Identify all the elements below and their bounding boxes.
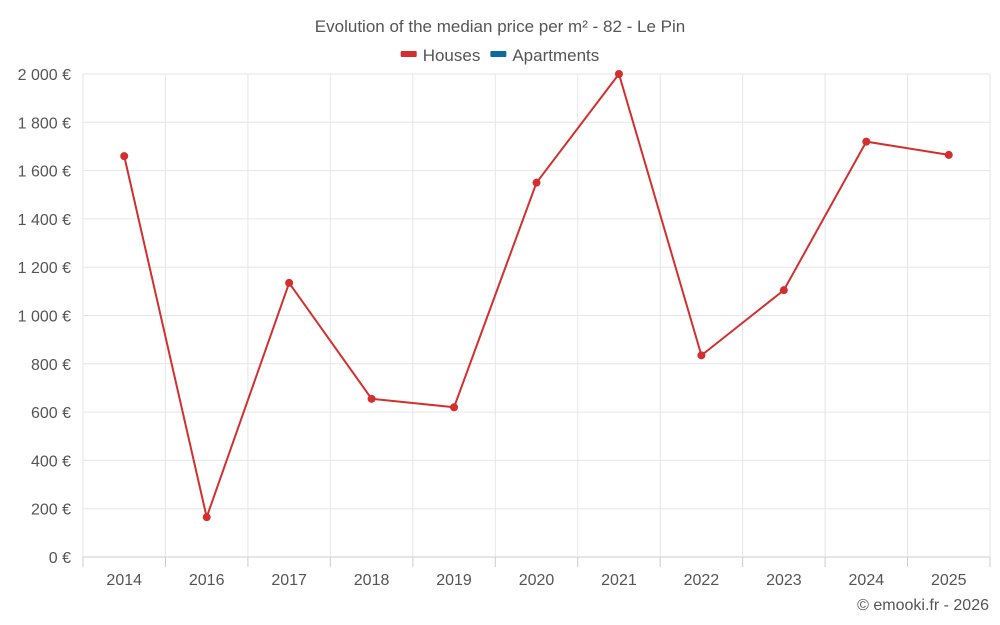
x-tick-label: 2019 <box>436 572 472 589</box>
legend-item-houses[interactable]: Houses <box>400 46 481 65</box>
data-point[interactable] <box>944 150 953 159</box>
x-tick-label: 2016 <box>189 572 225 589</box>
legend-swatch <box>490 51 507 57</box>
y-tick-label: 2 000 € <box>18 67 71 84</box>
data-point[interactable] <box>614 70 623 78</box>
y-tick-label: 600 € <box>31 405 71 422</box>
x-tick-label: 2021 <box>601 572 637 589</box>
x-tick-label: 2017 <box>271 572 307 589</box>
x-tick-label: 2020 <box>519 572 555 589</box>
y-tick-label: 800 € <box>31 357 71 374</box>
x-tick-label: 2023 <box>766 572 802 589</box>
data-point[interactable] <box>532 178 541 187</box>
legend-swatch <box>400 51 417 57</box>
y-tick-label: 1 400 € <box>18 212 71 229</box>
y-tick-label: 0 € <box>49 550 71 567</box>
credits-text[interactable]: © emooki.fr - 2026 <box>857 597 989 614</box>
data-point[interactable] <box>120 152 129 161</box>
data-point[interactable] <box>697 351 706 360</box>
data-point[interactable] <box>202 513 211 522</box>
grid <box>82 73 991 558</box>
y-tick-label: 1 000 € <box>18 309 71 326</box>
data-point[interactable] <box>450 403 459 412</box>
x-tick-label: 2025 <box>931 572 967 589</box>
y-tick-label: 200 € <box>31 502 71 519</box>
x-axis: 2014 2016 2017 2018 2019 2020 2021 2022 2023 2024… <box>82 557 991 589</box>
data-point[interactable] <box>779 286 788 295</box>
series-layer <box>120 70 953 522</box>
y-tick-label: 1 800 € <box>18 115 71 132</box>
data-point[interactable] <box>285 278 294 287</box>
legend-label: Houses <box>423 46 481 65</box>
chart-title: Evolution of the median price per m² - 8… <box>315 17 685 36</box>
y-axis: 0 € 200 € 400 € 600 € 800 € 1 000 € 1 200 € 1 4… <box>18 67 71 567</box>
x-tick-label: 2024 <box>849 572 885 589</box>
x-tick-label: 2014 <box>106 572 142 589</box>
y-tick-label: 400 € <box>31 453 71 470</box>
y-tick-label: 1 600 € <box>18 164 71 181</box>
y-tick-label: 1 200 € <box>18 260 71 277</box>
data-point[interactable] <box>367 394 376 403</box>
legend-label: Apartments <box>512 46 599 65</box>
data-point[interactable] <box>862 137 871 146</box>
x-tick-label: 2018 <box>354 572 390 589</box>
x-tick-label: 2022 <box>684 572 720 589</box>
legend-item-apartments[interactable]: Apartments <box>490 46 599 65</box>
legend: Houses Apartments <box>400 46 599 65</box>
